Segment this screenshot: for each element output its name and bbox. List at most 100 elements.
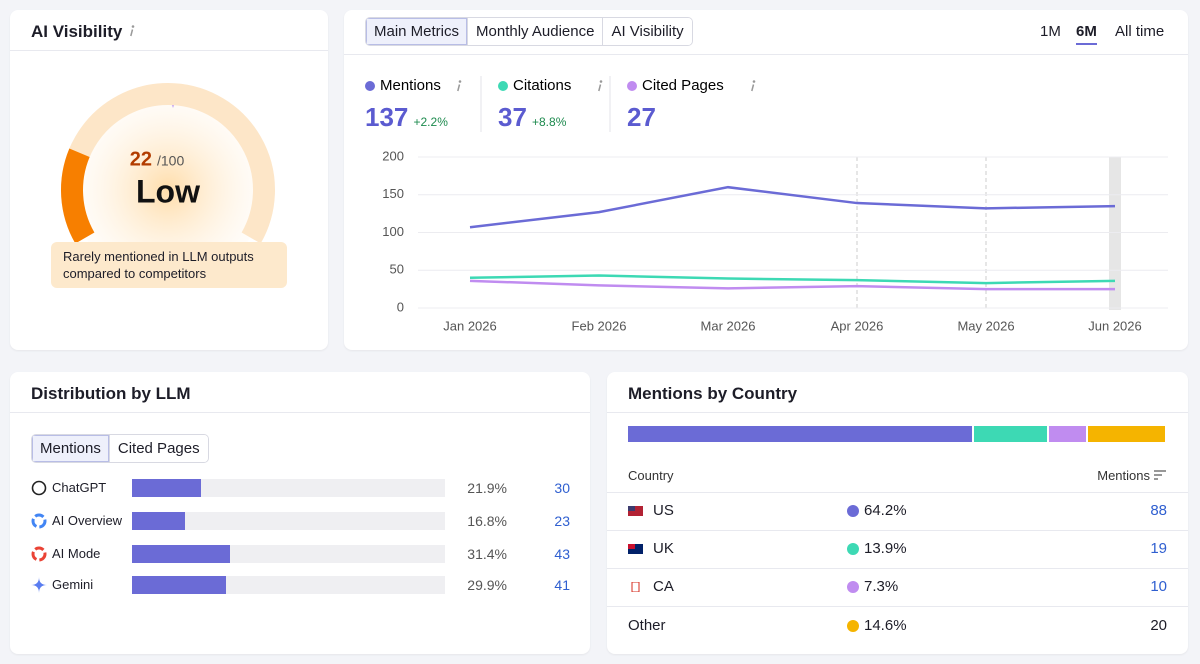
x-tick-label: Mar 2026: [701, 318, 756, 333]
share-label: 29.9%: [467, 577, 507, 593]
chatgpt-icon: [31, 480, 47, 496]
visibility-card: AI Visibility 22 /100 Low Rarely mention…: [10, 10, 328, 350]
country-name: CA: [653, 578, 674, 595]
gemini-icon: [31, 577, 47, 593]
tab[interactable]: AI Visibility: [602, 18, 692, 45]
info-dot: [458, 80, 461, 83]
bar-track: [132, 512, 445, 530]
share-label: 64.2%: [864, 502, 907, 519]
divider: [607, 606, 1188, 607]
divider: [10, 50, 328, 51]
y-tick-label: 0: [397, 299, 404, 314]
bar: [132, 576, 226, 594]
legend-dot: [365, 81, 375, 91]
hover-band: [1109, 157, 1121, 310]
card-title: Distribution by LLM: [31, 384, 191, 403]
x-tick-label: May 2026: [957, 318, 1014, 333]
llm-name: AI Mode: [52, 546, 101, 561]
llm-icon: [31, 480, 47, 496]
count: 19: [1150, 540, 1167, 557]
llm-name: Gemini: [52, 577, 94, 592]
distribution-tabs: Mentions Cited Pages: [31, 434, 209, 463]
info-dot: [131, 25, 135, 28]
level: Low: [136, 173, 200, 209]
bar: [132, 545, 231, 563]
google-icon: [31, 546, 47, 562]
kpi-change: +8.8%: [532, 115, 567, 129]
flag: [628, 506, 643, 516]
sort-icon[interactable]: [1153, 469, 1167, 481]
divider: [607, 568, 1188, 569]
country-card: Mentions by Country Country Mentions US 6…: [607, 372, 1188, 654]
distribution-card: Distribution by LLM Mentions Cited Pages…: [10, 372, 590, 654]
tab[interactable]: Monthly Audience: [467, 18, 603, 45]
info-stem: [597, 84, 602, 92]
legend-dot: [627, 81, 637, 91]
country-name: US: [653, 502, 674, 519]
tab[interactable]: Mentions: [32, 435, 109, 462]
y-tick-label: 200: [382, 148, 404, 163]
bar: [132, 512, 185, 530]
share-dot: [847, 581, 859, 593]
period[interactable]: 1M: [1040, 23, 1061, 40]
info-dot: [752, 80, 756, 83]
series-line: [469, 274, 1116, 285]
country-name: Other: [628, 617, 666, 634]
flag-part: [628, 506, 635, 511]
count: 43: [554, 546, 570, 562]
share-dot: [847, 543, 859, 555]
share-dot: [847, 505, 859, 517]
legend-dot: [498, 81, 508, 91]
flag: [628, 582, 643, 592]
count: 23: [554, 513, 570, 529]
share-label: 21.9%: [467, 480, 507, 496]
share-segment: [974, 426, 1047, 442]
period[interactable]: All time: [1115, 23, 1165, 40]
card-title: AI Visibility: [31, 22, 123, 41]
metrics-card: Main Metrics Monthly Audience AI Visibil…: [344, 10, 1188, 350]
info-icon: [456, 80, 461, 92]
share-label: 16.8%: [467, 513, 507, 529]
share-segment: [628, 426, 973, 442]
legend-label: Cited Pages: [642, 77, 724, 94]
llm-icon: [31, 577, 47, 593]
y-tick-label: 50: [390, 262, 404, 277]
info-icon: [751, 80, 756, 92]
x-tick-label: Feb 2026: [572, 318, 627, 333]
y-tick-label: 100: [382, 224, 404, 239]
count: 20: [1150, 617, 1167, 634]
count: 41: [554, 577, 570, 593]
llm-icon: [31, 513, 47, 529]
tab[interactable]: Cited Pages: [108, 435, 208, 462]
divider: [607, 492, 1188, 493]
share-label: 31.4%: [467, 546, 507, 562]
flag-bg: [628, 506, 643, 516]
description: Rarely mentioned in LLM outputs compared…: [51, 242, 287, 288]
info-icon: [597, 80, 603, 92]
gauge: 22 /100 Low: [61, 83, 275, 260]
divider: [607, 412, 1188, 413]
series-line: [469, 185, 1116, 229]
google-icon: [31, 513, 47, 529]
info-stem: [456, 84, 460, 92]
info-stem: [130, 29, 134, 37]
flag-bg: [628, 544, 643, 554]
column-header[interactable]: Mentions: [1097, 468, 1150, 483]
divider: [344, 54, 1188, 55]
series-line: [469, 279, 1115, 291]
gauge-fill: [61, 148, 95, 244]
score-max: /100: [157, 153, 184, 169]
info-icon: [130, 25, 135, 37]
share-label: 7.3%: [864, 578, 899, 595]
info-dot: [599, 80, 603, 83]
count: 30: [554, 480, 570, 496]
flag-part: [628, 544, 635, 549]
kpi-total: 27: [627, 102, 656, 132]
share-label: 13.9%: [864, 540, 907, 557]
period-active[interactable]: 6M: [1076, 23, 1097, 45]
country-name: UK: [653, 540, 674, 557]
divider: [10, 412, 590, 413]
tab[interactable]: Main Metrics: [366, 18, 468, 45]
flag-part: [631, 582, 640, 592]
